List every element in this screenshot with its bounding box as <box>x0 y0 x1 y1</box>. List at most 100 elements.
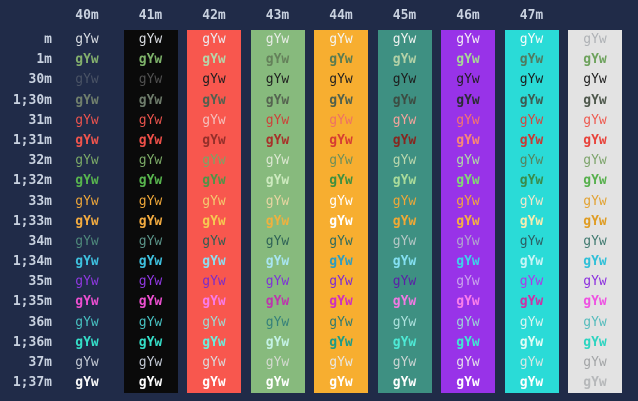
table-row: 30m gYw gYw gYw gYw gYw gYw gYw gYw gYw <box>0 70 638 91</box>
color-cell: gYw <box>75 32 99 47</box>
color-cell: gYw <box>314 272 368 293</box>
color-cell: gYw <box>377 50 432 71</box>
color-cell: gYw <box>250 272 305 293</box>
color-cell: gYw <box>187 50 241 71</box>
color-cell: gYw <box>441 191 495 212</box>
color-cell: gYw <box>568 292 622 313</box>
color-cell: gYw <box>314 211 368 232</box>
color-cell: gYw <box>75 274 99 290</box>
color-cell: gYw <box>250 151 305 172</box>
color-cell: gYw <box>123 353 178 374</box>
color-cell: gYw <box>568 231 622 253</box>
color-cell: gYw <box>314 312 368 333</box>
color-cell: gYw <box>123 312 178 333</box>
color-cell: gYw <box>377 130 432 152</box>
color-cell: gYw <box>187 231 241 253</box>
color-cell: gYw <box>75 375 99 391</box>
color-cell: gYw <box>123 373 178 394</box>
color-cell: gYw <box>377 292 432 313</box>
color-cell: gYw <box>441 110 495 131</box>
row-label: 31m <box>28 112 52 128</box>
color-cell: gYw <box>568 171 622 192</box>
color-cell: gYw <box>568 130 622 152</box>
color-cell: gYw <box>250 191 305 212</box>
color-cell: gYw <box>314 332 368 354</box>
column-header: 41m <box>138 7 163 23</box>
color-cell: gYw <box>441 252 495 273</box>
color-cell: gYw <box>250 110 305 131</box>
color-cell: gYw <box>504 332 559 354</box>
color-cell: gYw <box>187 292 241 313</box>
color-cell: gYw <box>314 353 368 374</box>
color-cell: gYw <box>123 90 178 111</box>
row-label: 1;30m <box>12 92 52 108</box>
color-cell: gYw <box>504 373 559 394</box>
color-cell: gYw <box>568 90 622 111</box>
column-header: 46m <box>456 7 480 23</box>
color-cell: gYw <box>123 272 178 293</box>
row-label: 32m <box>28 153 52 169</box>
color-cell: gYw <box>187 70 241 91</box>
color-cell: gYw <box>187 332 241 354</box>
color-cell: gYw <box>568 312 622 333</box>
color-cell: gYw <box>504 171 559 192</box>
color-cell: gYw <box>504 312 559 333</box>
color-cell: gYw <box>250 252 305 273</box>
color-cell: gYw <box>187 130 241 152</box>
color-cell: gYw <box>441 70 495 91</box>
color-cell: gYw <box>75 233 99 249</box>
column-header-row: 40m 41m 42m 43m 44m 45m 46m 47m <box>0 0 638 30</box>
color-cell: gYw <box>75 153 99 169</box>
table-row: 1;34m gYw gYw gYw gYw gYw gYw gYw gYw gYw <box>0 252 638 273</box>
table-row: 1;30m gYw gYw gYw gYw gYw gYw gYw gYw gYw <box>0 90 638 111</box>
color-cell: gYw <box>314 231 368 253</box>
column-header: 44m <box>329 7 353 23</box>
color-cell: gYw <box>314 171 368 192</box>
color-cell: gYw <box>504 211 559 232</box>
color-cell: gYw <box>123 231 178 253</box>
color-cell: gYw <box>250 30 305 51</box>
color-cell: gYw <box>377 191 432 212</box>
color-cell: gYw <box>377 231 432 253</box>
table-row: 32m gYw gYw gYw gYw gYw gYw gYw gYw gYw <box>0 151 638 172</box>
color-cell: gYw <box>250 50 305 71</box>
color-cell: gYw <box>250 353 305 374</box>
color-cell: gYw <box>568 373 622 394</box>
color-cell: gYw <box>314 70 368 91</box>
table-row: 1;31m gYw gYw gYw gYw gYw gYw gYw gYw gYw <box>0 130 638 152</box>
color-cell: gYw <box>568 50 622 71</box>
table-row: 1;32m gYw gYw gYw gYw gYw gYw gYw gYw gYw <box>0 171 638 192</box>
row-label: 1;35m <box>12 294 52 310</box>
color-cell: gYw <box>250 211 305 232</box>
color-grid: m gYw gYw gYw gYw gYw gYw gYw gYw gYw 1m gYw gYw gYw g… <box>0 30 638 394</box>
color-cell: gYw <box>75 92 99 108</box>
color-cell: gYw <box>377 70 432 91</box>
color-cell: gYw <box>250 171 305 192</box>
color-cell: gYw <box>441 211 495 232</box>
color-cell: gYw <box>187 272 241 293</box>
table-row: 33m gYw gYw gYw gYw gYw gYw gYw gYw gYw <box>0 191 638 212</box>
color-cell: gYw <box>504 191 559 212</box>
color-cell: gYw <box>441 171 495 192</box>
color-cell: gYw <box>314 130 368 152</box>
color-cell: gYw <box>75 112 99 128</box>
row-label: 35m <box>28 274 52 290</box>
color-cell: gYw <box>250 332 305 354</box>
color-cell: gYw <box>314 30 368 51</box>
color-cell: gYw <box>250 90 305 111</box>
color-cell: gYw <box>377 272 432 293</box>
color-cell: gYw <box>504 151 559 172</box>
color-cell: gYw <box>123 50 178 71</box>
table-row: 1;35m gYw gYw gYw gYw gYw gYw gYw gYw gYw <box>0 292 638 313</box>
color-cell: gYw <box>75 193 99 209</box>
color-cell: gYw <box>504 252 559 273</box>
row-label: 1;32m <box>12 173 52 189</box>
color-cell: gYw <box>441 312 495 333</box>
color-cell: gYw <box>568 191 622 212</box>
color-cell: gYw <box>187 211 241 232</box>
color-cell: gYw <box>250 130 305 152</box>
color-cell: gYw <box>568 211 622 232</box>
color-cell: gYw <box>441 151 495 172</box>
color-cell: gYw <box>250 312 305 333</box>
